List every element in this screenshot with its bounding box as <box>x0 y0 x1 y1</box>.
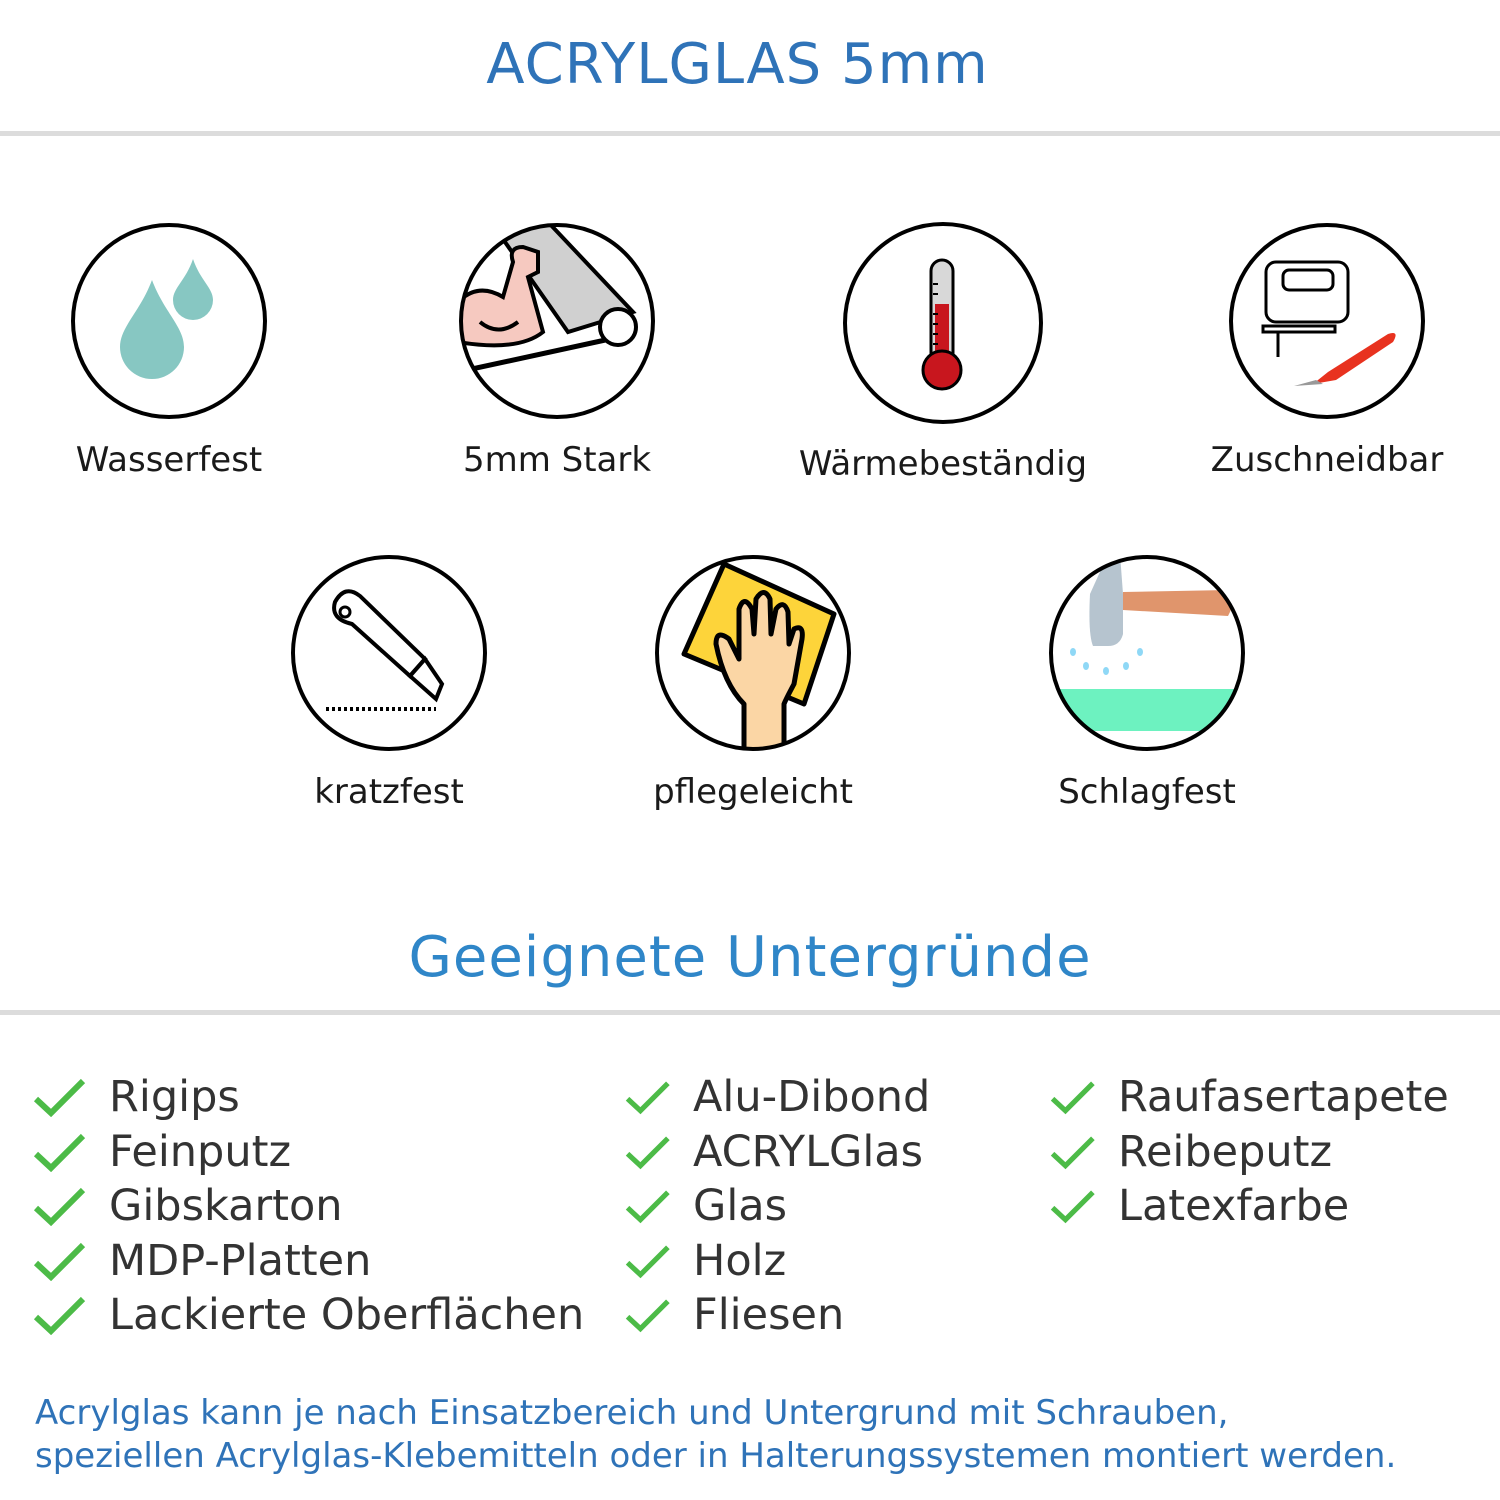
list-item-label: Alu-Dibond <box>693 1072 931 1123</box>
list-item-label: Feinputz <box>109 1126 292 1177</box>
list-item: Lackierte Oberflächen <box>33 1288 584 1343</box>
section-title: Geeignete Untergründe <box>408 925 1092 990</box>
surface-list-1: Rigips Feinputz Gibskarton MDP-Platten L… <box>33 1070 584 1343</box>
list-item-label: Lackierte Oberflächen <box>109 1290 585 1341</box>
list-item: Gibskarton <box>33 1179 584 1234</box>
list-item-label: ACRYLGlas <box>693 1126 924 1177</box>
feature-wasserfest: Wasserfest <box>0 222 339 480</box>
page-title: ACRYLGLAS 5mm <box>486 32 989 97</box>
water-drops-icon <box>71 223 267 419</box>
list-item-label: Latexfarbe <box>1118 1181 1350 1232</box>
box-cutter-icon <box>291 555 487 751</box>
check-icon <box>625 1245 670 1279</box>
check-icon <box>33 1297 86 1336</box>
check-icon <box>625 1299 670 1333</box>
list-item: Reibeputz <box>1050 1125 1449 1180</box>
feature-label: Wasserfest <box>75 440 263 480</box>
check-icon <box>33 1133 86 1172</box>
list-item: Raufasertapete <box>1050 1070 1449 1125</box>
list-item-label: Fliesen <box>693 1290 845 1341</box>
feature-5mm-stark: 5mm Stark <box>387 222 727 480</box>
feature-kratzfest: kratzfest <box>219 554 559 812</box>
check-icon <box>625 1136 670 1170</box>
feature-zuschneidbar: Zuschneidbar <box>1157 222 1497 480</box>
list-item: Fliesen <box>625 1288 930 1343</box>
footer-note-line-2: speziellen Acrylglas-Klebemitteln oder i… <box>35 1436 1397 1476</box>
list-item-label: Reibeputz <box>1118 1126 1333 1177</box>
list-item: Rigips <box>33 1070 584 1125</box>
list-item: Alu-Dibond <box>625 1070 930 1125</box>
check-icon <box>33 1079 86 1118</box>
thermometer-icon <box>843 222 1043 424</box>
list-item: MDP-Platten <box>33 1234 584 1289</box>
feature-label: pflegeleicht <box>653 772 853 812</box>
surface-list-2: Alu-Dibond ACRYLGlas Glas Holz Fliesen <box>625 1070 930 1343</box>
list-item: ACRYLGlas <box>625 1125 930 1180</box>
list-item: Feinputz <box>33 1125 584 1180</box>
list-item-label: Holz <box>693 1235 787 1286</box>
check-icon <box>625 1081 670 1115</box>
list-item: Holz <box>625 1234 930 1289</box>
list-item-label: Rigips <box>109 1072 240 1123</box>
divider <box>0 131 1500 136</box>
check-icon <box>33 1242 86 1281</box>
check-icon <box>1050 1081 1095 1115</box>
list-item-label: MDP-Platten <box>109 1235 372 1286</box>
check-icon <box>1050 1136 1095 1170</box>
divider <box>0 1010 1500 1015</box>
footer-note-line-1: Acrylglas kann je nach Einsatzbereich un… <box>35 1393 1229 1433</box>
list-item-label: Glas <box>693 1181 788 1232</box>
feature-label: Zuschneidbar <box>1210 440 1444 480</box>
muscle-arm-icon <box>459 223 655 419</box>
feature-label: 5mm Stark <box>462 440 652 480</box>
list-item: Glas <box>625 1179 930 1234</box>
surface-list-3: Raufasertapete Reibeputz Latexfarbe <box>1050 1070 1449 1234</box>
list-item-label: Gibskarton <box>109 1181 343 1232</box>
check-icon <box>625 1190 670 1224</box>
list-item-label: Raufasertapete <box>1118 1072 1449 1123</box>
feature-schlagfest: Schlagfest <box>977 554 1317 812</box>
feature-label: kratzfest <box>314 772 464 812</box>
hammer-icon <box>1049 555 1245 751</box>
jigsaw-cutter-icon <box>1229 223 1425 419</box>
cleaning-hand-icon <box>655 555 851 751</box>
feature-label: Schlagfest <box>1058 772 1236 812</box>
check-icon <box>33 1188 86 1227</box>
feature-label: Wärmebeständig <box>798 444 1088 484</box>
check-icon <box>1050 1190 1095 1224</box>
feature-pflegeleicht: pflegeleicht <box>583 554 923 812</box>
list-item: Latexfarbe <box>1050 1179 1449 1234</box>
feature-waermebestaendig: Wärmebeständig <box>773 222 1113 484</box>
